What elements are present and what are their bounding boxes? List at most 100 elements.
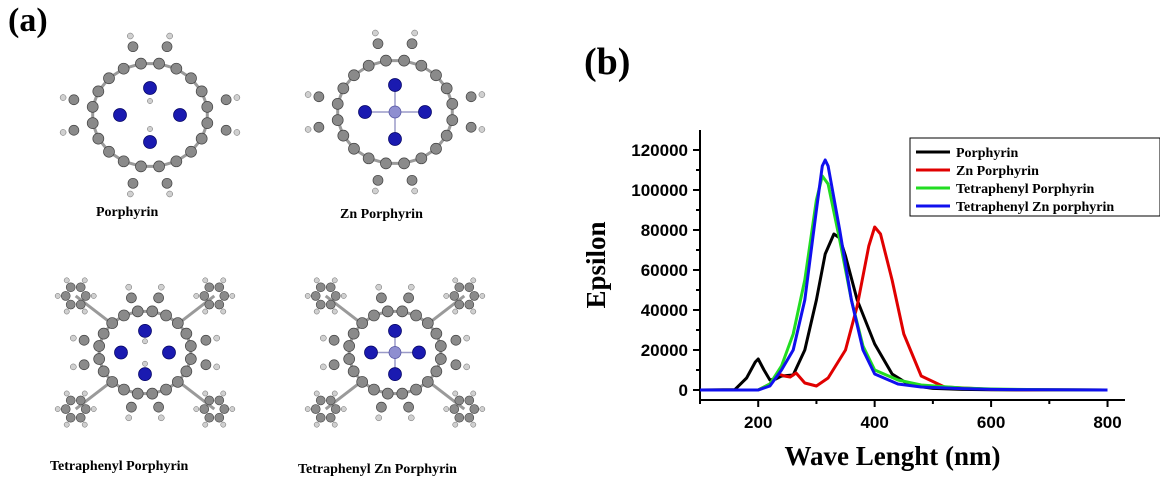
y-tick-label: 40000 — [641, 301, 688, 320]
carbon-atom — [127, 177, 139, 189]
hydrogen-atom — [220, 390, 227, 397]
carbon-atom — [204, 395, 215, 406]
atom-layer — [59, 32, 241, 198]
nitrogen-atom — [364, 345, 378, 360]
hydrogen-atom — [408, 283, 415, 291]
carbon-atom — [78, 359, 90, 371]
legend-box — [909, 137, 1160, 217]
carbon-atom — [118, 309, 130, 322]
hydrogen-atom — [470, 308, 477, 315]
carbon-atom — [135, 160, 147, 173]
carbon-atom — [75, 299, 86, 310]
carbon-atom — [153, 401, 164, 413]
hydrogen-atom — [193, 406, 200, 412]
hydrogen-atom — [313, 308, 320, 315]
nitrogen-atom — [143, 135, 157, 149]
carbon-atom — [160, 383, 172, 396]
carbon-atom — [398, 54, 410, 67]
hydrogen-atom — [213, 363, 220, 371]
carbon-atom — [315, 282, 326, 293]
hydrogen-atom — [81, 390, 88, 397]
nitrogen-atom — [412, 345, 426, 360]
hydrogen-atom — [127, 190, 134, 198]
carbon-atom — [106, 376, 119, 388]
bond-layer — [74, 294, 216, 411]
hydrogen-atom — [331, 421, 338, 428]
porphyrin-caption: Porphyrin — [96, 205, 159, 220]
hydrogen-atom — [372, 29, 379, 37]
hydrogen-atom — [220, 308, 227, 315]
carbon-atom — [454, 412, 465, 423]
hydrogen-atom — [470, 421, 477, 428]
zn-porphyrin-caption: Zn Porphyrin — [340, 207, 423, 222]
carbon-atom — [381, 305, 394, 318]
hydrogen-atom — [229, 293, 236, 299]
hydrogen-atom — [304, 293, 311, 299]
carbon-atom — [434, 340, 447, 352]
porphyrin-molecule-image — [59, 32, 241, 198]
hydrogen-atom — [81, 308, 88, 315]
atom-layer — [304, 277, 486, 428]
carbon-atom — [65, 395, 76, 406]
carbon-atom — [170, 62, 183, 75]
hydrogen-atom — [81, 421, 88, 428]
y-tick-label: 0 — [679, 381, 688, 400]
carbon-atom — [362, 59, 375, 72]
x-tick-label: 800 — [1093, 413, 1121, 432]
nitrogen-atom — [138, 367, 152, 381]
y-tick-label: 100000 — [631, 181, 688, 200]
hydrogen-atom — [233, 94, 241, 101]
carbon-atom — [440, 82, 453, 95]
hydrogen-atom — [478, 91, 486, 98]
carbon-atom — [214, 395, 225, 406]
carbon-atom — [328, 359, 340, 371]
x-tick-label: 400 — [860, 413, 888, 432]
hydrogen-atom — [142, 360, 148, 367]
carbon-atom — [97, 365, 110, 378]
carbon-atom — [430, 142, 442, 155]
carbon-atom — [421, 376, 434, 388]
carbon-atom — [469, 404, 480, 414]
carbon-atom — [219, 291, 230, 301]
hydrogen-atom — [220, 421, 227, 428]
carbon-atom — [362, 152, 375, 165]
carbon-atom — [330, 404, 341, 414]
hydrogen-atom — [463, 363, 470, 371]
carbon-atom — [60, 404, 71, 414]
nitrogen-atom — [388, 324, 402, 338]
carbon-atom — [403, 292, 414, 304]
carbon-atom — [199, 291, 210, 301]
carbon-atom — [219, 404, 230, 414]
hydrogen-atom — [443, 406, 450, 412]
carbon-atom — [368, 383, 380, 396]
carbon-atom — [97, 327, 110, 340]
carbon-atom — [153, 160, 165, 173]
nitrogen-atom — [113, 108, 127, 122]
hydrogen-atom — [313, 390, 320, 397]
carbon-atom — [330, 291, 341, 301]
carbon-atom — [75, 412, 86, 423]
hydrogen-atom — [229, 406, 236, 412]
y-tick-label: 60000 — [641, 261, 688, 280]
x-axis-title: Wave Lenght (nm) — [785, 441, 1001, 471]
hydrogen-atom — [125, 414, 132, 422]
hydrogen-atom — [213, 334, 220, 342]
nitrogen-atom — [388, 367, 402, 381]
hydrogen-atom — [158, 283, 165, 291]
hydrogen-atom — [411, 187, 418, 195]
y-axis-title: Epsilon — [581, 221, 611, 308]
hydrogen-atom — [63, 308, 70, 315]
carbon-atom — [347, 327, 360, 340]
legend-label-2: Zn Porphyrin — [956, 164, 1039, 179]
carbon-atom — [80, 291, 91, 301]
carbon-atom — [415, 59, 428, 72]
carbon-atom — [313, 91, 325, 103]
carbon-atom — [337, 82, 350, 95]
carbon-atom — [446, 114, 459, 126]
carbon-atom — [204, 412, 215, 423]
carbon-atom — [184, 353, 197, 365]
carbon-atom — [78, 334, 90, 346]
hydrogen-atom — [70, 363, 77, 371]
carbon-atom — [430, 365, 443, 378]
hydrogen-atom — [59, 129, 67, 136]
